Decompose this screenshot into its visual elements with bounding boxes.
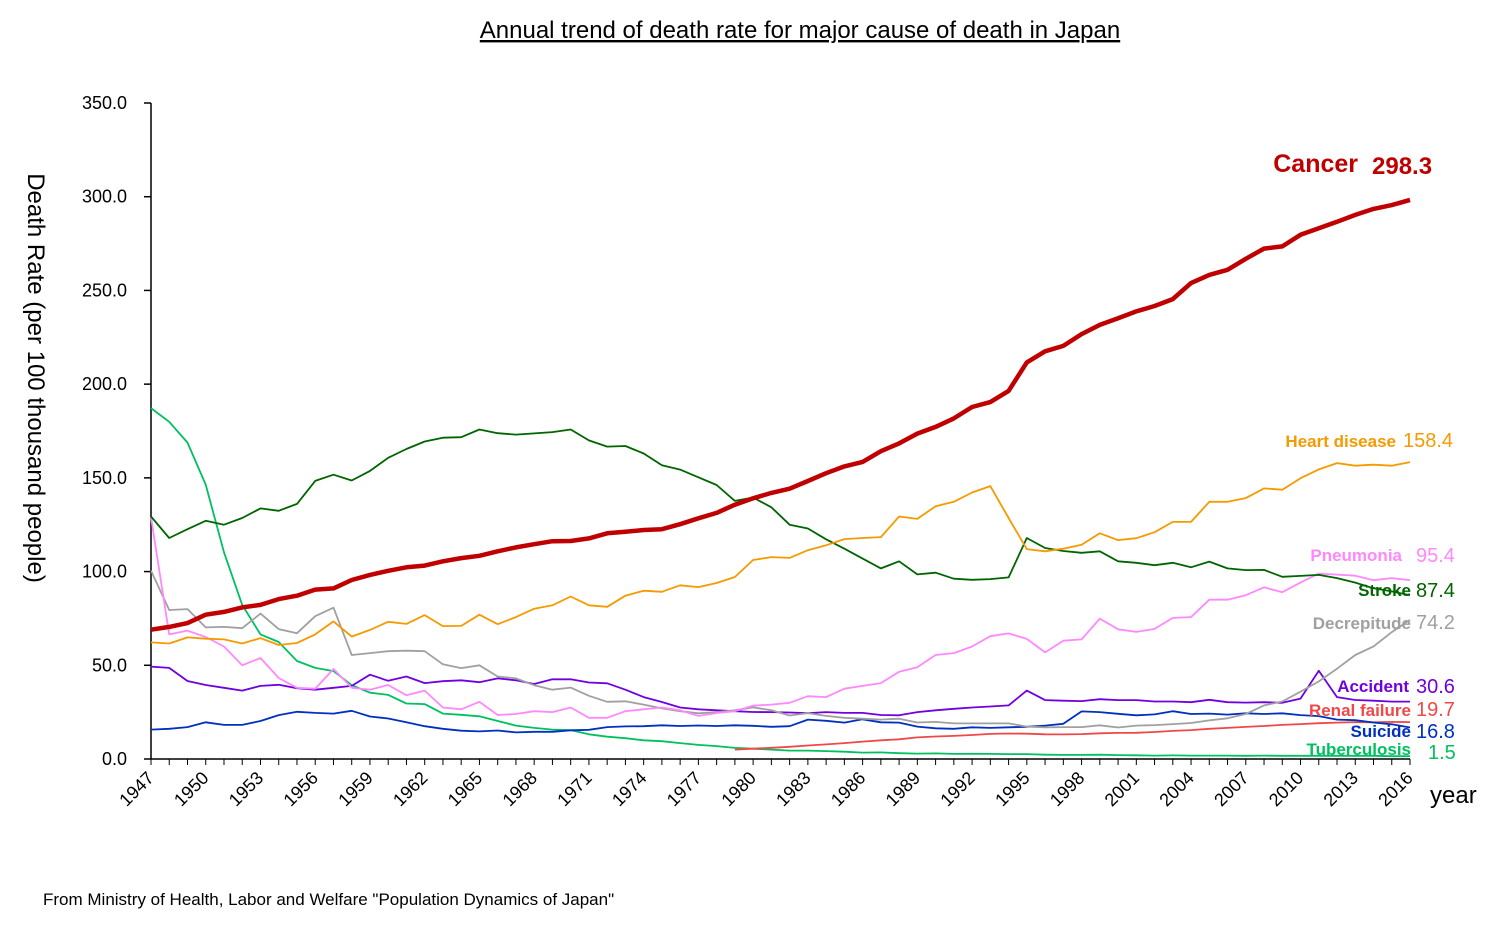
pneumonia-line: [150, 517, 1411, 719]
stroke-line: [150, 428, 1411, 597]
cancer-line: [150, 197, 1411, 632]
x-tick-label: 1965: [444, 768, 486, 810]
source-note: From Ministry of Health, Labor and Welfa…: [43, 890, 614, 909]
decrepitude-label: Decrepitude: [1313, 614, 1411, 633]
series-lines: [150, 197, 1411, 758]
x-tick-label: 1971: [553, 768, 595, 810]
x-tick-label: 1950: [170, 768, 212, 810]
y-tick-label: 0.0: [102, 749, 127, 769]
x-tick-label: 2016: [1374, 768, 1416, 810]
stroke-label: Stroke: [1358, 581, 1411, 600]
pneumonia-value: 95.4: [1416, 545, 1455, 567]
chart-title: Annual trend of death rate for major cau…: [480, 17, 1120, 44]
y-axis-label: Death Rate (per 100 thousand people): [22, 173, 49, 583]
accident-value: 30.6: [1416, 676, 1455, 698]
y-tick-label: 350.0: [82, 93, 127, 113]
series-labels: Tuberculosis 1.5 Renal failure 19.7 Suicide 1…: [1273, 150, 1456, 764]
accident-label: Accident: [1337, 677, 1409, 696]
x-axis-label: year: [1430, 782, 1477, 809]
stroke-value: 87.4: [1416, 580, 1455, 602]
x-tick-label: 1992: [936, 768, 978, 810]
cancer-value: 298.3: [1372, 153, 1432, 180]
renal-failure-line: [734, 721, 1411, 751]
x-tick-label: 1947: [115, 768, 157, 810]
x-tick-label: 1989: [882, 768, 924, 810]
heart-disease-label: Heart disease: [1285, 432, 1396, 451]
y-tick-label: 150.0: [82, 468, 127, 488]
heart-disease-line: [150, 461, 1411, 646]
x-axis: 1947 1950 1953 1956 1959 1962 1965 1968 1971 1974…: [115, 758, 1417, 810]
y-tick-label: 100.0: [82, 562, 127, 582]
x-tick-label: 1983: [772, 768, 814, 810]
x-tick-label: 1998: [1046, 768, 1088, 810]
heart-disease-value: 158.4: [1403, 430, 1453, 452]
x-tick-label: 1995: [991, 768, 1033, 810]
y-tick-label: 250.0: [82, 280, 127, 300]
renal-failure-label: Renal failure: [1309, 701, 1411, 720]
x-tick-label: 1986: [827, 768, 869, 810]
x-tick-label: 1980: [717, 768, 759, 810]
x-tick-label: 1959: [334, 768, 376, 810]
decrepitude-value: 74.2: [1416, 612, 1455, 634]
x-tick-label: 2010: [1265, 768, 1307, 810]
y-tick-label: 200.0: [82, 374, 127, 394]
pneumonia-label: Pneumonia: [1310, 546, 1402, 565]
renal-failure-value: 19.7: [1416, 699, 1455, 721]
suicide-value: 16.8: [1416, 721, 1455, 743]
suicide-label: Suicide: [1351, 722, 1411, 741]
x-tick-label: 1956: [280, 768, 322, 810]
suicide-line: [150, 709, 1411, 734]
x-tick-label: 1968: [499, 768, 541, 810]
x-tick-label: 2004: [1155, 768, 1197, 810]
tuberculosis-label: Tuberculosis: [1306, 740, 1411, 759]
decrepitude-line: [150, 570, 1411, 729]
x-tick-label: 1974: [608, 768, 650, 810]
x-tick-label: 2001: [1101, 768, 1143, 810]
x-tick-label: 1977: [663, 768, 705, 810]
x-tick-label: 1962: [389, 768, 431, 810]
y-tick-label: 50.0: [92, 655, 127, 675]
tuberculosis-value: 1.5: [1428, 742, 1456, 764]
y-tick-label: 300.0: [82, 187, 127, 207]
x-tick-label: 2013: [1320, 768, 1362, 810]
x-tick-label: 1953: [225, 768, 267, 810]
x-tick-label: 2007: [1210, 768, 1252, 810]
y-axis: 0.0 50.0 100.0 150.0 200.0 250.0 300.0 350.0: [82, 93, 152, 769]
cancer-label: Cancer: [1273, 150, 1358, 178]
accident-line: [150, 665, 1410, 717]
